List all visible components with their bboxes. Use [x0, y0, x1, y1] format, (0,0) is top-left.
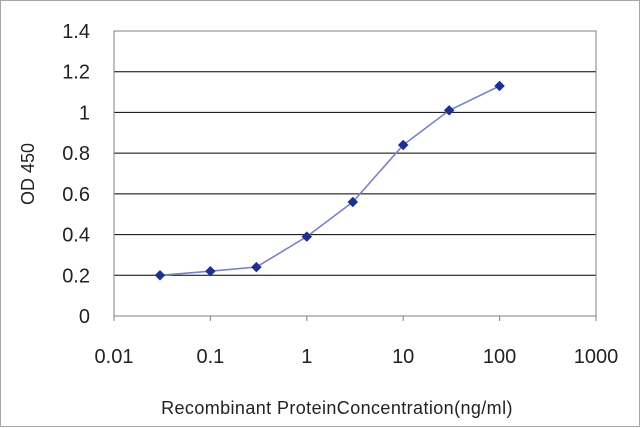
- x-tick-label: 0.01: [95, 346, 134, 368]
- y-tick-label: 0.2: [62, 265, 90, 287]
- x-tick-label: 10: [392, 346, 414, 368]
- data-point-marker: [205, 265, 216, 277]
- x-axis-tick-labels: 0.01 0.1 1 10 100 1000: [95, 346, 619, 368]
- y-tick-label: 0: [79, 306, 90, 328]
- x-tick-label: 1: [301, 346, 312, 368]
- y-tick-label: 1: [79, 102, 90, 124]
- x-tick-label: 0.1: [196, 346, 224, 368]
- y-tick-label: 1.4: [62, 21, 90, 43]
- grid-lines: [114, 30, 596, 276]
- y-tick-label: 1.2: [62, 62, 90, 84]
- x-axis-title: Recombinant ProteinConcentration(ng/ml): [161, 398, 513, 418]
- y-tick-label: 0.6: [62, 184, 90, 206]
- data-markers: [154, 80, 505, 281]
- data-point-marker: [443, 105, 455, 116]
- y-axis-tick-labels: 0 0.2 0.4 0.6 0.8 1 1.2 1.4: [62, 21, 90, 328]
- data-point-marker: [251, 261, 262, 273]
- x-tick-label: 1000: [574, 346, 619, 368]
- data-point-marker: [347, 196, 359, 208]
- data-point-marker: [301, 231, 313, 242]
- series-line: [159, 85, 500, 277]
- x-tick-label: 100: [483, 346, 516, 368]
- data-point-marker: [397, 139, 409, 151]
- y-axis-title: OD 450: [18, 143, 38, 205]
- data-point-marker: [154, 269, 166, 281]
- y-tick-label: 0.4: [62, 225, 90, 247]
- y-tick-label: 0.8: [62, 143, 90, 165]
- plot-area-frame: [113, 30, 597, 317]
- x-axis-tick-marks: [113, 316, 597, 321]
- data-point-marker: [494, 80, 505, 92]
